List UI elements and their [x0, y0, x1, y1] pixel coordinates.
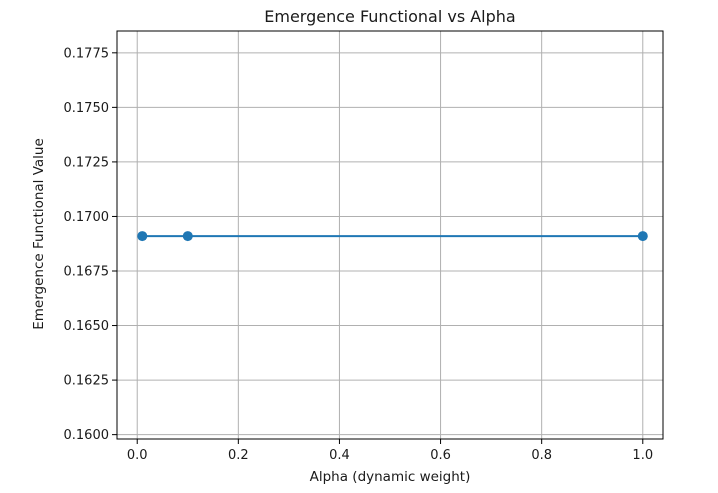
y-tick-label: 0.1600 [64, 428, 110, 443]
y-tick-label: 0.1675 [64, 265, 110, 280]
x-tick-label: 0.0 [127, 448, 148, 463]
y-tick-label: 0.1750 [64, 101, 110, 116]
x-tick-label: 0.8 [531, 448, 552, 463]
data-point [637, 231, 648, 242]
x-tick-label: 1.0 [632, 448, 653, 463]
axes-frame [116, 30, 664, 440]
x-axis-label: Alpha (dynamic weight) [310, 469, 471, 485]
y-tick-label: 0.1775 [64, 46, 110, 61]
y-axis-label: Emergence Functional Value [31, 138, 47, 330]
data-point [137, 231, 148, 242]
series-layer [137, 231, 648, 242]
y-tick-label: 0.1625 [64, 374, 110, 389]
y-tick-label: 0.1650 [64, 319, 110, 334]
data-point [182, 231, 193, 242]
x-tick-label: 0.4 [329, 448, 350, 463]
x-tick-label: 0.6 [430, 448, 451, 463]
x-tick-label: 0.2 [228, 448, 249, 463]
y-tick-label: 0.1700 [64, 210, 110, 225]
ticks: 0.0 0.2 0.4 0.6 0.8 1.0 0.1600 0.1625 0.1650 0.16… [64, 46, 654, 463]
chart-title: Emergence Functional vs Alpha [264, 7, 515, 26]
y-tick-label: 0.1725 [64, 155, 110, 170]
grid [117, 31, 663, 439]
